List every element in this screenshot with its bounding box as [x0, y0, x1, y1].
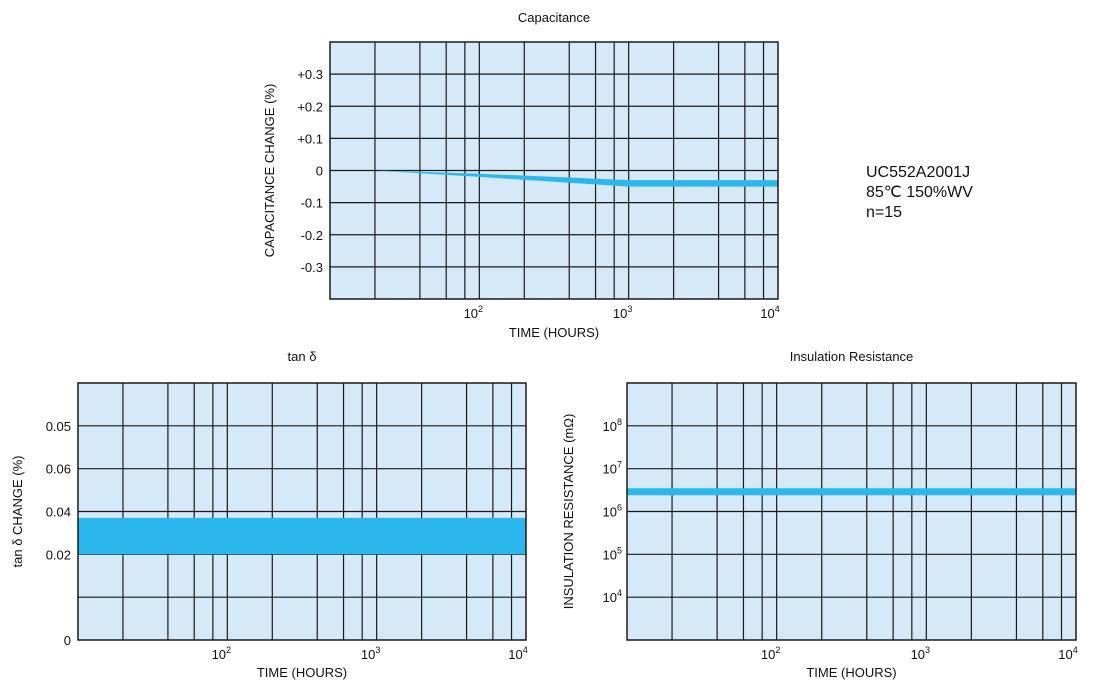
y-tick-label: 0.04: [46, 505, 71, 520]
test-conditions-note: UC552A2001J 85℃ 150%WV n=15: [866, 163, 973, 223]
y-tick-label: 105: [603, 545, 622, 562]
part-number-label: UC552A2001J: [866, 163, 973, 183]
y-tick-label: +0.2: [297, 99, 323, 114]
x-tick-label: 102: [212, 645, 231, 662]
chart-title: Capacitance: [518, 10, 590, 25]
x-tick-label: 104: [1058, 645, 1077, 662]
chart-2: 0.05 0.06 0.04 0.02 0 102 103 104 tan δ TIME (HOU…: [10, 349, 528, 680]
y-tick-label: -0.3: [301, 260, 323, 275]
x-tick-label: 103: [613, 304, 632, 321]
x-axis-label: TIME (HOURS): [257, 665, 347, 680]
y-tick-label: 0: [316, 164, 323, 179]
chart-3: 108 107 106 105 104 102 103 104 Insulation Resis…: [561, 349, 1078, 680]
sample-count-label: n=15: [866, 203, 973, 223]
x-axis-label: TIME (HOURS): [806, 665, 896, 680]
chart-1: +0.3 +0.2 +0.1 0 -0.1 -0.2 -0.3 102 103 104 Capaci…: [262, 10, 780, 340]
chart-title: tan δ: [288, 349, 317, 364]
y-tick-label: 0: [64, 633, 71, 648]
data-band: [78, 518, 526, 554]
x-tick-label: 102: [464, 304, 483, 321]
x-tick-label: 104: [760, 304, 779, 321]
chart-title: Insulation Resistance: [790, 349, 914, 364]
y-tick-label: 0.06: [46, 462, 71, 477]
x-tick-label: 102: [761, 645, 780, 662]
y-axis-label: tan δ CHANGE (%): [10, 456, 25, 568]
y-tick-label: 108: [603, 417, 622, 434]
x-axis-label: TIME (HOURS): [509, 325, 599, 340]
y-tick-label: -0.2: [301, 228, 323, 243]
y-tick-label: 104: [603, 588, 622, 605]
x-tick-label: 104: [508, 645, 527, 662]
y-tick-label: 0.02: [46, 547, 71, 562]
x-tick-label: 103: [911, 645, 930, 662]
y-tick-label: 106: [603, 503, 622, 520]
x-tick-label: 103: [361, 645, 380, 662]
y-tick-label: 0.05: [46, 419, 71, 434]
y-tick-label: +0.1: [297, 131, 323, 146]
y-tick-label: 107: [603, 460, 622, 477]
data-band: [627, 488, 1076, 495]
y-tick-label: +0.3: [297, 67, 323, 82]
y-axis-label: CAPACITANCE CHANGE (%): [262, 84, 277, 258]
y-tick-label: -0.1: [301, 196, 323, 211]
test-condition-label: 85℃ 150%WV: [866, 183, 973, 203]
y-axis-label: INSULATION RESISTANCE (mΩ): [561, 414, 576, 610]
